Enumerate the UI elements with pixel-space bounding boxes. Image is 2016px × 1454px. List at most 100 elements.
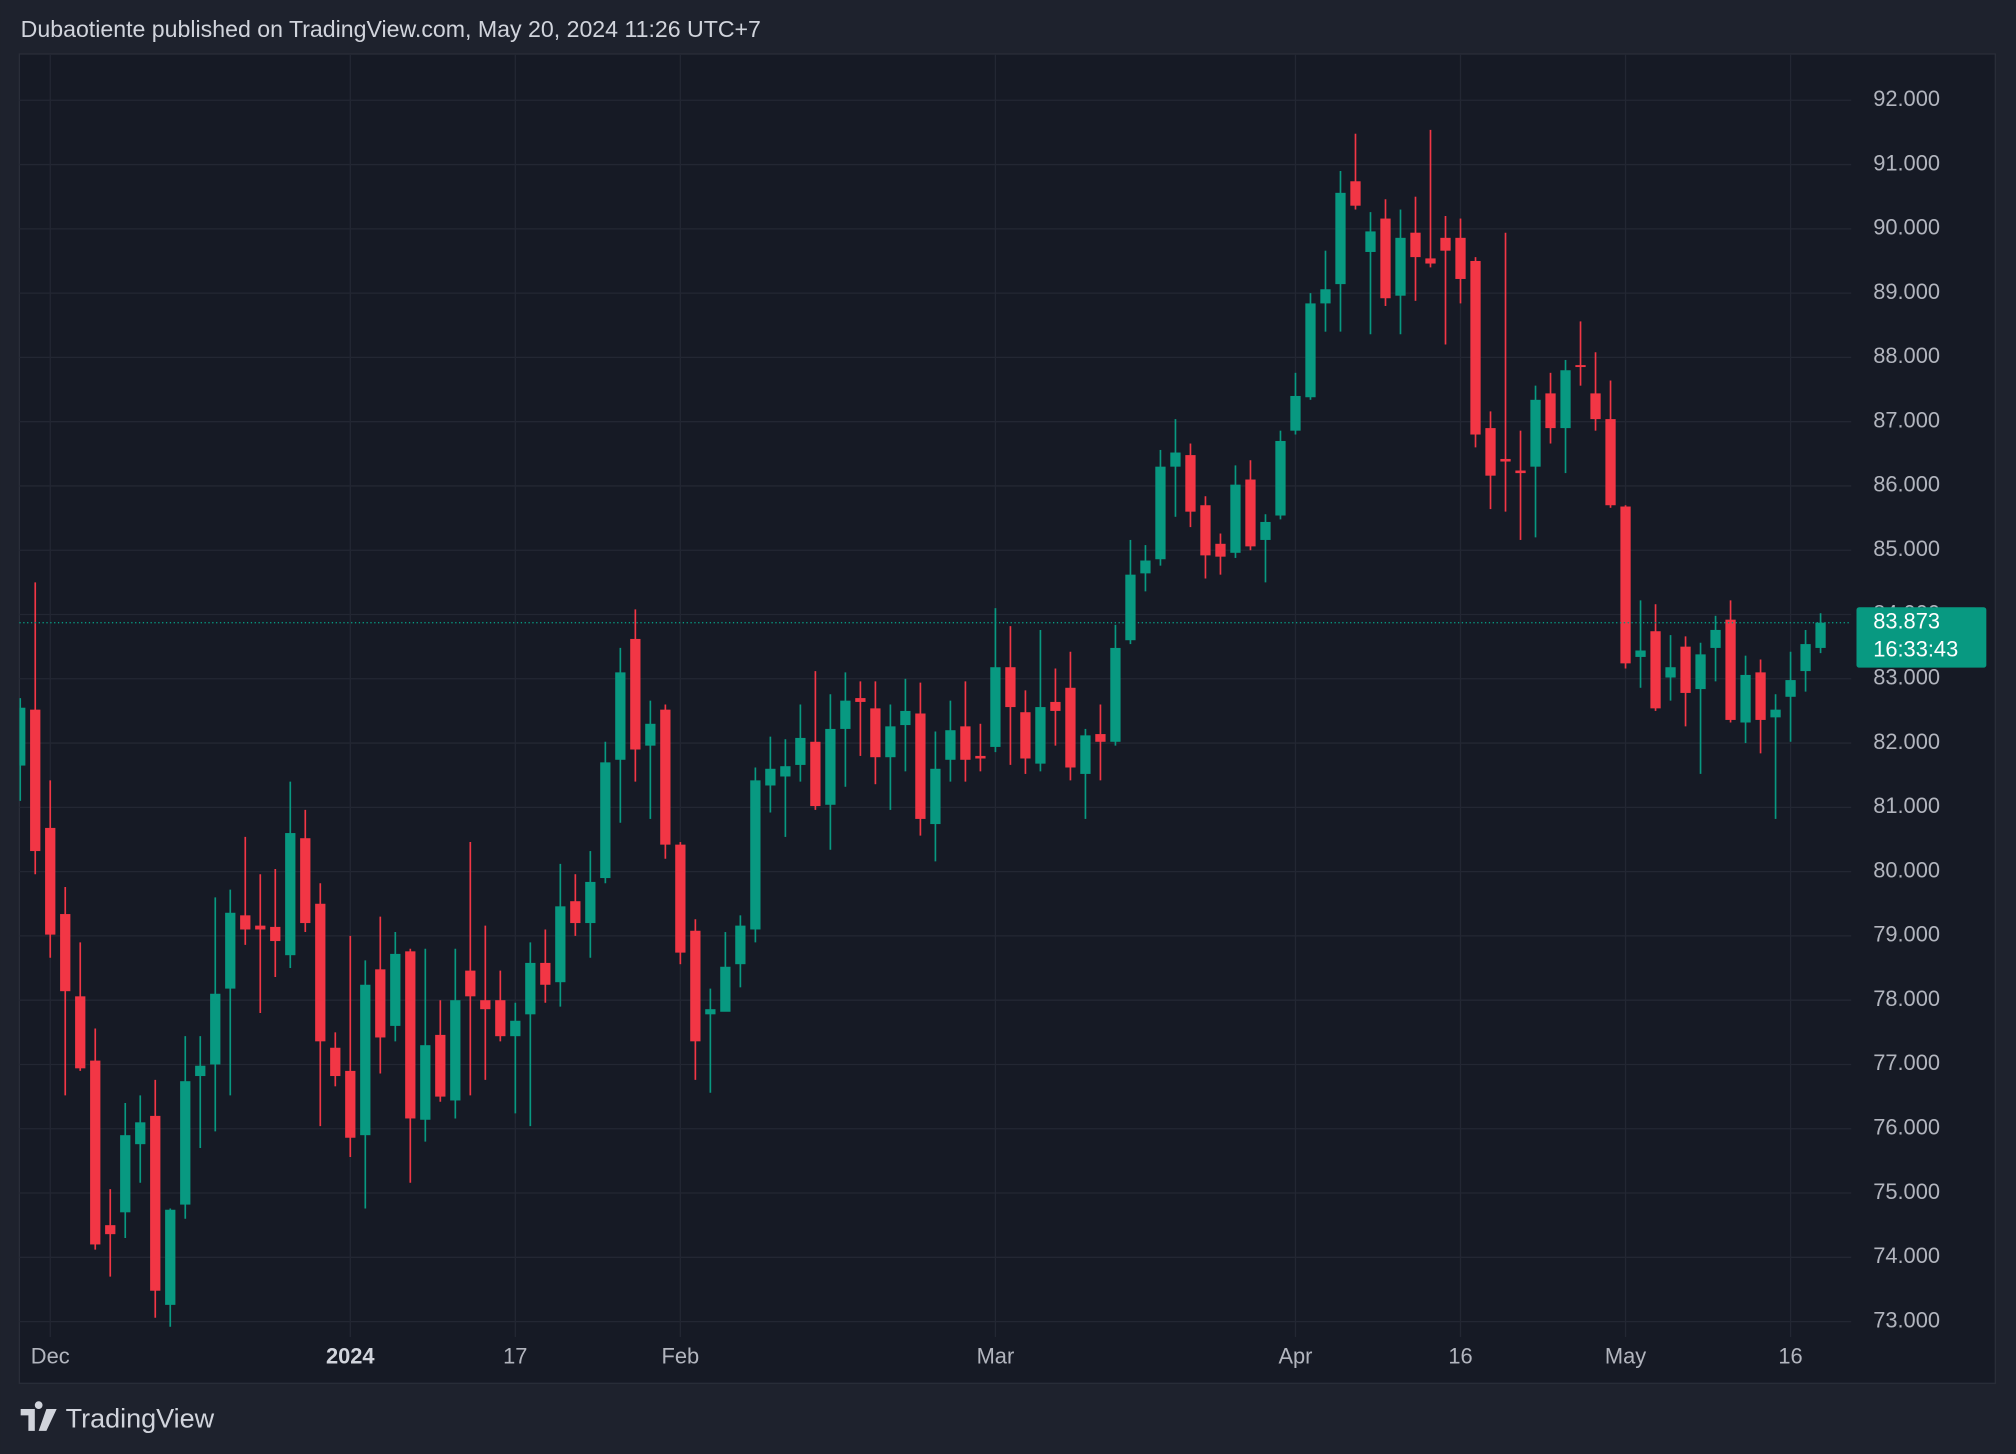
chart-pane [18, 53, 1996, 1384]
candle-body [1440, 237, 1451, 251]
candle-body [630, 638, 641, 750]
candle-body [1350, 181, 1361, 206]
candle-body [900, 710, 911, 726]
candle-body [465, 970, 476, 997]
candle-body [1380, 218, 1391, 299]
candle-body [165, 1209, 176, 1305]
candle-body [825, 728, 836, 805]
candle-body [405, 951, 416, 1119]
candle-body [255, 925, 266, 930]
last-price-box [1856, 607, 1987, 668]
candle-body [330, 1047, 341, 1077]
candle-body [1050, 701, 1061, 711]
candle-body [690, 930, 701, 1042]
y-tick-label: 76.000 [1873, 1115, 1940, 1140]
candle-body [510, 1020, 521, 1037]
candle-body [975, 755, 986, 759]
candle-body [1710, 629, 1721, 648]
x-tick-label: 16 [1448, 1343, 1472, 1368]
y-tick-label: 78.000 [1873, 986, 1940, 1011]
candle-body [720, 966, 731, 1012]
candle-body [1725, 619, 1736, 720]
x-tick-label: Dec [31, 1343, 70, 1368]
candle-body [1815, 622, 1826, 648]
candle-body [945, 730, 956, 760]
candle-body [1020, 712, 1031, 759]
brand-name: TradingView [66, 1404, 215, 1434]
candle-body [1035, 707, 1046, 764]
candle-body [1080, 735, 1091, 774]
candle-body [75, 996, 86, 1069]
candle-body [1590, 393, 1601, 420]
candle-body [480, 1000, 491, 1010]
candle-body [1740, 674, 1751, 723]
candle-body [1365, 231, 1376, 252]
candle-body [150, 1115, 161, 1291]
candle-body [45, 827, 56, 935]
x-tick-label: May [1605, 1343, 1646, 1368]
candle-body [915, 713, 926, 819]
candle-body [1170, 452, 1181, 467]
candle-body [1800, 644, 1811, 672]
candle-body [420, 1045, 431, 1120]
candle-body [1530, 399, 1541, 467]
y-tick-label: 74.000 [1873, 1243, 1940, 1268]
candle-body [1455, 237, 1466, 279]
candle-body [30, 709, 41, 852]
y-tick-label: 82.000 [1873, 729, 1940, 754]
candle-body [1545, 393, 1556, 429]
x-tick-label: 16 [1778, 1343, 1802, 1368]
candle-body [1575, 365, 1586, 368]
candle-body [195, 1065, 206, 1077]
y-tick-label: 92.000 [1873, 86, 1940, 111]
candle-body [1485, 428, 1496, 476]
candle-body [1755, 672, 1766, 720]
candle-body [1140, 560, 1151, 574]
candle-body [990, 667, 1001, 747]
candle-body [1260, 521, 1271, 540]
y-tick-label: 83.000 [1873, 665, 1940, 690]
y-tick-label: 77.000 [1873, 1050, 1940, 1075]
x-tick-label: Mar [977, 1343, 1015, 1368]
candle-body [705, 1009, 716, 1015]
candle-body [645, 723, 656, 746]
candle-body [225, 912, 236, 989]
candle-body [1785, 680, 1796, 697]
candle-body [810, 741, 821, 807]
candle-body [345, 1070, 356, 1138]
y-tick-label: 87.000 [1873, 407, 1940, 432]
y-tick-label: 88.000 [1873, 343, 1940, 368]
candle-body [960, 726, 971, 760]
y-tick-label: 91.000 [1873, 150, 1940, 175]
candle-body [855, 698, 866, 702]
candle-body [210, 993, 221, 1065]
candle-body [1335, 192, 1346, 285]
y-tick-label: 75.000 [1873, 1179, 1940, 1204]
candle-body [1110, 647, 1121, 742]
candle-body [435, 1034, 446, 1097]
candle-body [1635, 650, 1646, 657]
candle-body [300, 838, 311, 924]
candle-body [1230, 484, 1241, 553]
candle-body [1650, 631, 1661, 709]
countdown-label: 16:33:43 [1873, 637, 1958, 662]
candle-body [375, 969, 386, 1038]
candle-body [1665, 667, 1676, 678]
x-tick-label: Apr [1278, 1343, 1312, 1368]
candle-body [1410, 232, 1421, 258]
y-tick-label: 80.000 [1873, 857, 1940, 882]
candle-body [765, 768, 776, 786]
candle-body [270, 926, 281, 942]
candle-body [90, 1060, 101, 1245]
candle-body [1275, 440, 1286, 516]
candle-body [495, 1000, 506, 1037]
candle-body [60, 914, 71, 992]
candle-body [885, 726, 896, 758]
y-tick-label: 73.000 [1873, 1307, 1940, 1332]
candle-body [285, 833, 296, 956]
candle-body [135, 1122, 146, 1145]
candle-body [840, 700, 851, 729]
candle-body [1515, 470, 1526, 474]
